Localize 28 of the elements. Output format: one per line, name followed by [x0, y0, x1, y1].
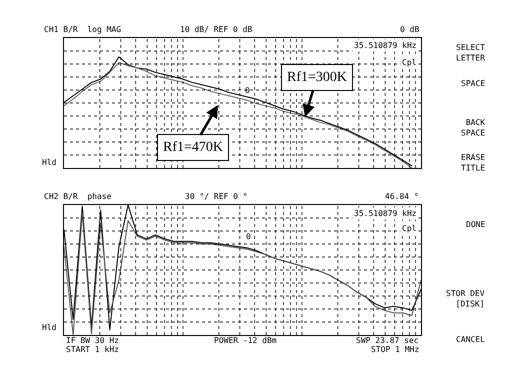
text: Hld — [42, 323, 57, 332]
text: 30 °/ REF 0 ° — [185, 192, 248, 201]
text: Hld — [42, 158, 57, 167]
annotation: 0 — [246, 232, 251, 241]
text: 35.510879 kHz — [354, 41, 417, 50]
text: 0 dB — [400, 25, 420, 34]
text: START 1 kHz — [66, 345, 120, 354]
text: CH1 B/R log MAG — [44, 25, 122, 34]
text: CH2 B/R phase — [44, 192, 112, 201]
text: BACK SPACE — [461, 118, 486, 138]
annotation: Rf1=470K — [163, 140, 224, 155]
text: SPACE — [461, 79, 486, 88]
text: STOR DEV [DISK] — [446, 289, 485, 308]
annotation: 0 — [245, 86, 250, 95]
annotation: 35.510879 kHz — [354, 209, 417, 218]
text: STOP 1 MHz — [371, 345, 420, 354]
annotation: Cpl — [402, 224, 417, 233]
annotation: Cpl — [402, 58, 417, 67]
text: IF BW 30 Hz — [66, 336, 120, 345]
text: CANCEL — [456, 335, 486, 344]
annotation: Rf1=300K — [287, 70, 348, 85]
text: 10 dB/ REF 0 dB — [180, 25, 252, 34]
text: SWP 23.87 sec — [356, 336, 419, 345]
text: POWER -12 dBm — [214, 336, 277, 345]
text: SELECT LETTER — [456, 43, 486, 62]
text: DONE — [466, 220, 486, 229]
text: 46.84 ° — [385, 192, 419, 201]
text: ERASE TITLE — [461, 153, 486, 172]
